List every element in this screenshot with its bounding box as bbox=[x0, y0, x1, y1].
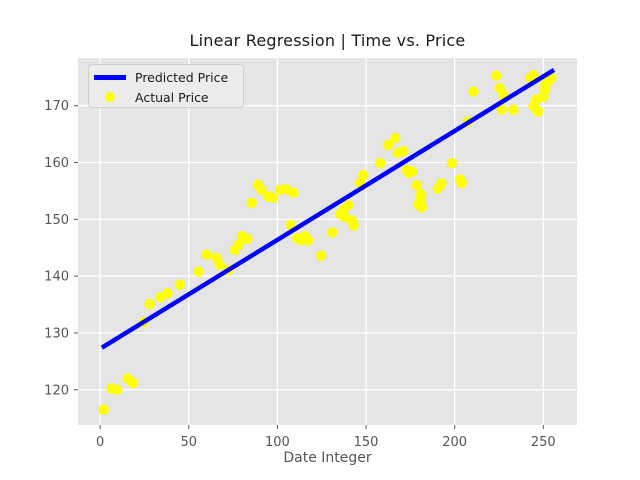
scatter-point bbox=[256, 184, 267, 196]
y-tick-label: 170 bbox=[44, 99, 69, 114]
scatter-point bbox=[406, 166, 418, 177]
x-tick-label: 100 bbox=[265, 435, 290, 450]
legend-label-predicted: Predicted Price bbox=[135, 69, 229, 85]
x-tick-label: 0 bbox=[96, 435, 104, 450]
scatter-point bbox=[111, 384, 123, 395]
x-tick-label: 250 bbox=[531, 435, 556, 450]
legend-label-actual: Actual Price bbox=[135, 89, 209, 105]
scatter-point bbox=[358, 169, 369, 181]
scatter-point bbox=[375, 157, 386, 169]
scatter-point bbox=[343, 199, 354, 211]
x-axis-label: Date Integer bbox=[283, 450, 372, 466]
scatter-point bbox=[98, 404, 109, 415]
y-tick-label: 130 bbox=[44, 326, 69, 341]
scatter-point bbox=[267, 192, 279, 203]
scatter-point bbox=[242, 233, 253, 244]
scatter-point bbox=[528, 69, 539, 81]
scatter-point bbox=[390, 132, 401, 144]
actual-dot-swatch-icon bbox=[94, 92, 126, 102]
scatter-point bbox=[383, 139, 394, 151]
scatter-point bbox=[348, 220, 359, 231]
y-tick-label: 150 bbox=[44, 213, 69, 228]
scatter-point bbox=[496, 104, 507, 115]
legend-item-predicted: Predicted Price bbox=[94, 67, 237, 87]
chart-title: Linear Regression | Time vs. Price bbox=[189, 31, 466, 50]
scatter-point bbox=[193, 266, 204, 277]
legend-item-actual: Actual Price bbox=[94, 87, 237, 107]
scatter-point bbox=[303, 235, 314, 246]
scatter-point bbox=[233, 239, 244, 251]
x-tick-label: 50 bbox=[181, 435, 198, 450]
scatter-point bbox=[214, 259, 226, 270]
scatter-point bbox=[127, 377, 139, 389]
y-tick-label: 160 bbox=[44, 156, 69, 171]
scatter-point bbox=[491, 70, 502, 81]
y-tick-label: 120 bbox=[44, 383, 69, 398]
scatter-point bbox=[416, 202, 428, 213]
scatter-point bbox=[246, 197, 257, 209]
scatter-point bbox=[468, 86, 479, 97]
scatter-point bbox=[327, 227, 338, 238]
scatter-point bbox=[201, 249, 212, 260]
scatter-point bbox=[162, 287, 173, 299]
legend: Predicted Price Actual Price bbox=[88, 64, 244, 108]
scatter-point bbox=[398, 145, 409, 157]
scatter-point bbox=[436, 178, 447, 189]
scatter-point bbox=[415, 189, 427, 200]
regression-line bbox=[100, 67, 556, 350]
scatter-point bbox=[174, 279, 186, 290]
scatter-point bbox=[411, 180, 422, 191]
scatter-point bbox=[315, 250, 327, 261]
x-tick-label: 150 bbox=[354, 435, 379, 450]
scatter-point bbox=[532, 106, 544, 117]
scatter-point bbox=[288, 187, 299, 198]
scatter-point bbox=[144, 298, 155, 310]
plot-background bbox=[78, 58, 577, 425]
predicted-line-swatch-icon bbox=[94, 74, 126, 80]
x-tick-label: 200 bbox=[442, 435, 467, 450]
scatter-point bbox=[446, 157, 458, 169]
scatter-point bbox=[507, 104, 519, 115]
scatter-point bbox=[456, 177, 467, 189]
y-tick-label: 140 bbox=[44, 270, 69, 285]
